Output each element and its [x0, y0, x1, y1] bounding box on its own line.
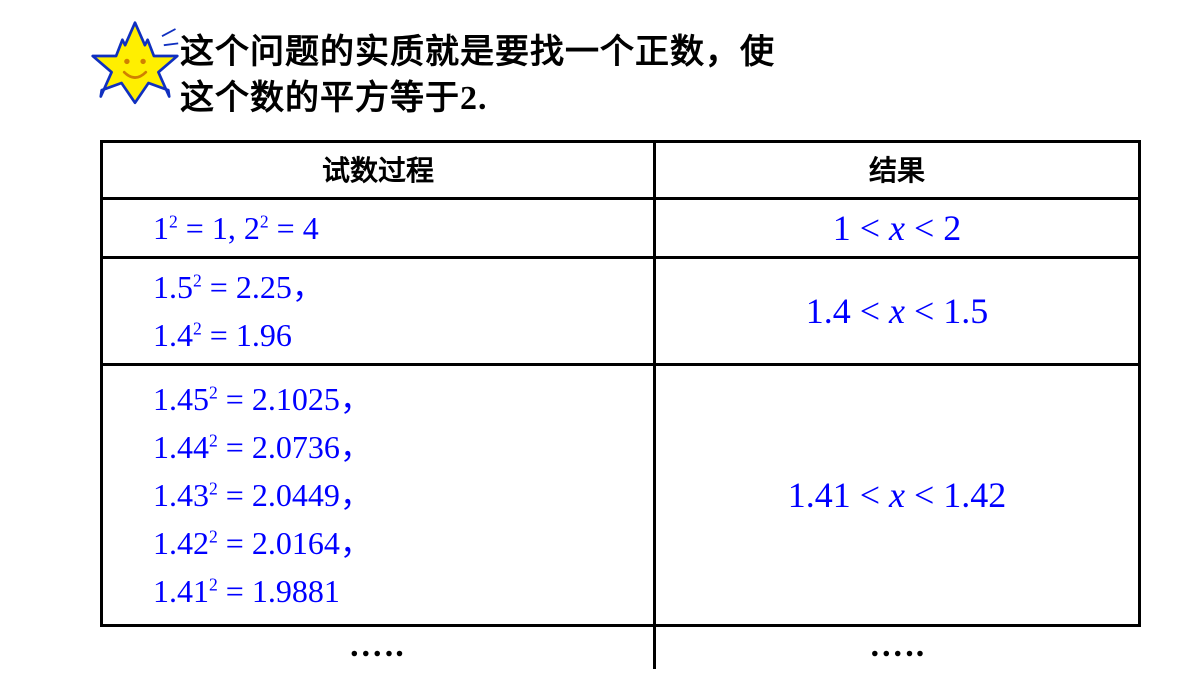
- table-header-row: 试数过程 结果: [102, 142, 1140, 199]
- ellipsis-cell: …..: [655, 626, 1140, 670]
- ellipsis-cell: …..: [102, 626, 655, 670]
- cell-process: 12 = 1, 22 = 4: [102, 199, 655, 258]
- math-expr: 1.41 < x < 1.42: [788, 475, 1007, 515]
- cell-result: 1.4 < x < 1.5: [655, 258, 1140, 365]
- math-expr: 1.4 < x < 1.5: [806, 291, 989, 331]
- table-row: 12 = 1, 22 = 4 1 < x < 2: [102, 199, 1140, 258]
- heading-line2: 这个数的平方等于2.: [180, 80, 488, 117]
- cell-process: 1.52 = 2.25，1.42 = 1.96: [102, 258, 655, 365]
- th-process: 试数过程: [102, 142, 655, 199]
- cell-process: 1.452 = 2.1025，1.442 = 2.0736，1.432 = 2.…: [102, 365, 655, 626]
- table-ellipsis-row: ….. …..: [102, 626, 1140, 670]
- table-row: 1.52 = 2.25，1.42 = 1.96 1.4 < x < 1.5: [102, 258, 1140, 365]
- smiling-star-icon: [90, 20, 180, 110]
- math-expr: 12 = 1, 22 = 4: [153, 210, 319, 246]
- heading-line1: 这个问题的实质就是要找一个正数，使: [180, 34, 775, 71]
- heading-text: 这个问题的实质就是要找一个正数，使 这个数的平方等于2.: [180, 30, 1080, 122]
- th-result: 结果: [655, 142, 1140, 199]
- math-expr: 1.452 = 2.1025，1.442 = 2.0736，1.432 = 2.…: [153, 381, 372, 609]
- ellipsis-icon: …..: [349, 627, 406, 664]
- math-expr: 1 < x < 2: [833, 208, 962, 248]
- cell-result: 1 < x < 2: [655, 199, 1140, 258]
- slide-page: 这个问题的实质就是要找一个正数，使 这个数的平方等于2. 试数过程 结果 12 …: [0, 0, 1200, 680]
- table-row: 1.452 = 2.1025，1.442 = 2.0736，1.432 = 2.…: [102, 365, 1140, 626]
- ellipsis-icon: …..: [869, 627, 926, 664]
- trial-table: 试数过程 结果 12 = 1, 22 = 4 1 < x < 2 1.52 = …: [100, 140, 1141, 669]
- cell-result: 1.41 < x < 1.42: [655, 365, 1140, 626]
- math-expr: 1.52 = 2.25，1.42 = 1.96: [153, 269, 324, 353]
